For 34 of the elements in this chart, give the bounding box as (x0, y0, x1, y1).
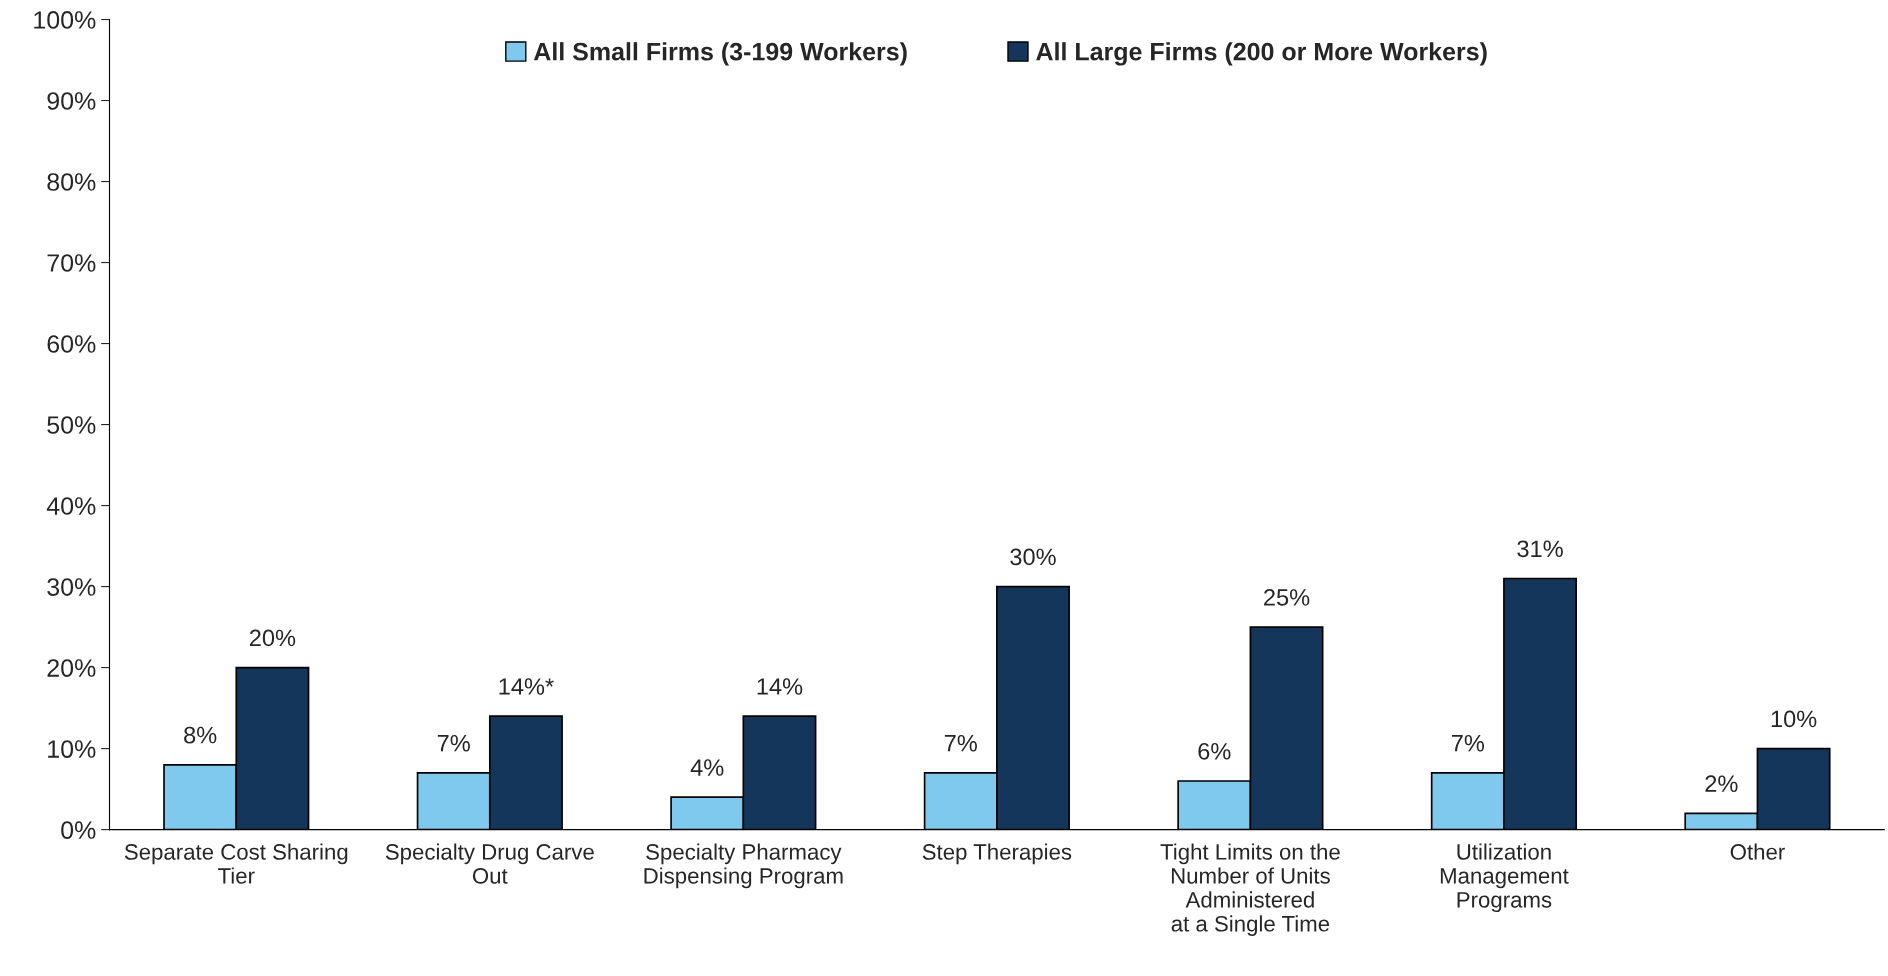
x-tick-label: Utilization Management Programs (1440, 843, 1569, 913)
x-tick-label: Other (1730, 843, 1785, 860)
data-label: 30% (1010, 548, 1056, 566)
y-tick-label: 50% (47, 416, 96, 434)
y-tick-label: 20% (47, 659, 96, 677)
y-tick-label: 90% (47, 92, 96, 110)
y-tick-label: 40% (46, 497, 96, 515)
y-tick-label: 60% (47, 335, 96, 353)
data-label: 7% (437, 734, 470, 752)
legend-label: All Small Firms (3-199 Workers) (533, 42, 907, 66)
data-label: 10% (1771, 710, 1817, 728)
data-label: 20% (249, 629, 296, 647)
y-tick-label: 80% (47, 173, 96, 191)
x-tick-label: Tight Limits on the Number of Units Administered at a Single Time (1160, 843, 1340, 937)
data-label: 14%* (499, 678, 554, 695)
y-tick-label: 0% (61, 821, 96, 839)
x-tick-label: Step Therapies (922, 843, 1072, 865)
x-tick-label: Separate Cost Sharing Tier (124, 843, 348, 884)
x-tick-label: Specialty Pharmacy Dispensing Program (644, 843, 843, 889)
data-label: 8% (184, 726, 217, 744)
data-label: 7% (1451, 734, 1485, 752)
data-label: 31% (1517, 540, 1563, 558)
y-tick-label: 100% (34, 11, 96, 29)
data-label: 14% (757, 678, 803, 695)
data-label: 2% (1705, 775, 1738, 792)
data-label: 7% (944, 734, 977, 752)
x-tick-label: Specialty Drug Carve Out (385, 843, 594, 884)
legend-label: All Large Firms (200 or More Workers) (1036, 42, 1487, 66)
data-label: 25% (1264, 589, 1310, 606)
data-label: 4% (690, 759, 724, 776)
y-tick-label: 30% (47, 578, 96, 596)
y-tick-label: 10% (48, 740, 96, 758)
y-tick-label: 70% (47, 254, 96, 272)
data-label: 6% (1198, 742, 1231, 760)
